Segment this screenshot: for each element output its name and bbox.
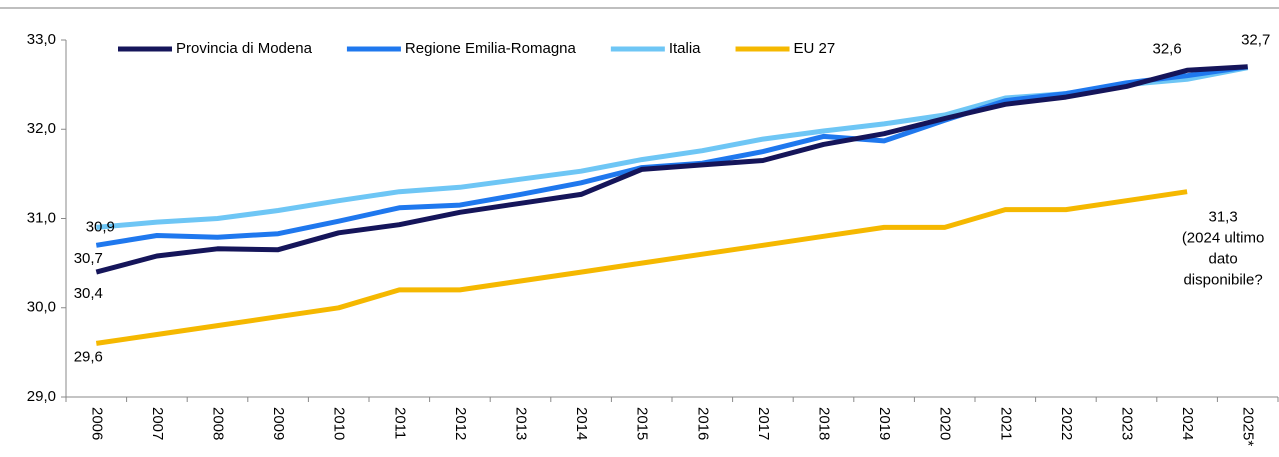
legend-label: EU 27 — [794, 40, 836, 57]
x-tick-label: 2015 — [634, 407, 651, 440]
data-label: 29,6 — [74, 348, 103, 365]
annotation: (2024 ultimo — [1182, 230, 1265, 247]
y-tick-label: 31,0 — [27, 209, 56, 226]
x-tick-label: 2006 — [88, 407, 105, 440]
x-tick-label: 2025* — [1240, 407, 1257, 446]
legend-label: Provincia di Modena — [176, 40, 313, 57]
x-tick-label: 2012 — [452, 407, 469, 440]
data-label: 31,3 — [1208, 209, 1237, 226]
y-tick-label: 30,0 — [27, 299, 56, 316]
x-tick-label: 2021 — [997, 407, 1014, 440]
x-tick-label: 2018 — [816, 407, 833, 440]
x-tick-label: 2023 — [1119, 407, 1136, 440]
x-tick-label: 2016 — [694, 407, 711, 440]
x-tick-label: 2013 — [513, 407, 530, 440]
x-tick-label: 2008 — [210, 407, 227, 440]
annotation: dato — [1208, 251, 1237, 268]
y-tick-label: 32,0 — [27, 120, 56, 137]
x-tick-label: 2022 — [1058, 407, 1075, 440]
annotation: disponibile? — [1183, 272, 1262, 289]
x-tick-label: 2019 — [876, 407, 893, 440]
x-tick-label: 2011 — [391, 407, 408, 439]
data-label: 32,6 — [1152, 41, 1181, 58]
y-tick-label: 29,0 — [27, 388, 56, 405]
y-tick-label: 33,0 — [27, 31, 56, 48]
x-tick-label: 2007 — [149, 407, 166, 440]
x-tick-label: 2014 — [573, 407, 590, 440]
data-label: 30,9 — [86, 218, 115, 235]
legend-label: Regione Emilia-Romagna — [405, 40, 577, 57]
data-label: 30,4 — [74, 285, 103, 302]
legend-label: Italia — [669, 40, 701, 57]
data-label: 32,7 — [1241, 32, 1270, 49]
x-tick-label: 2020 — [937, 407, 954, 440]
x-tick-label: 2017 — [755, 407, 772, 440]
x-tick-label: 2024 — [1179, 407, 1196, 440]
x-tick-label: 2009 — [270, 407, 287, 440]
data-label: 30,7 — [74, 250, 103, 267]
line — [95, 189, 1188, 346]
line — [95, 64, 1248, 275]
x-tick-label: 2010 — [331, 407, 348, 440]
